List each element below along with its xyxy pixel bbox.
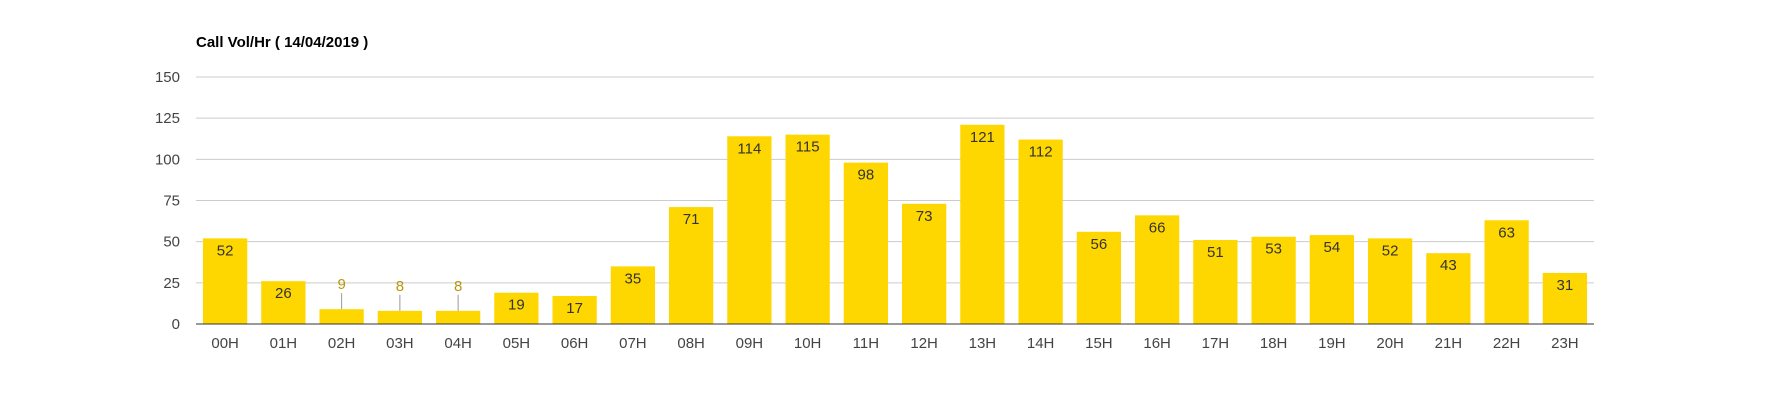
x-tick-label: 03H bbox=[386, 335, 414, 352]
bar[interactable] bbox=[1309, 235, 1355, 324]
data-label: 54 bbox=[1324, 239, 1341, 256]
x-tick-label: 21H bbox=[1435, 335, 1463, 352]
data-label: 51 bbox=[1207, 244, 1224, 261]
x-tick-label: 16H bbox=[1143, 335, 1171, 352]
bar[interactable] bbox=[552, 296, 597, 324]
data-label: 53 bbox=[1265, 241, 1282, 258]
bar[interactable] bbox=[1251, 236, 1296, 324]
bar[interactable] bbox=[668, 207, 714, 324]
bars bbox=[202, 124, 1588, 325]
y-tick-label: 100 bbox=[155, 151, 180, 168]
bar[interactable] bbox=[202, 238, 248, 324]
x-tick-label: 01H bbox=[270, 335, 298, 352]
bar[interactable] bbox=[494, 292, 539, 324]
data-label: 121 bbox=[970, 129, 995, 146]
bar[interactable] bbox=[1134, 215, 1180, 324]
bar[interactable] bbox=[843, 162, 889, 324]
y-tick-label: 125 bbox=[155, 110, 180, 127]
chart-title: Call Vol/Hr ( 14/04/2019 ) bbox=[196, 34, 369, 51]
bar[interactable] bbox=[785, 134, 830, 324]
bar[interactable] bbox=[960, 124, 1005, 325]
data-label: 9 bbox=[337, 276, 345, 293]
data-label: 112 bbox=[1029, 144, 1053, 161]
data-label: 71 bbox=[683, 211, 700, 228]
bar[interactable] bbox=[610, 266, 656, 324]
data-label: 8 bbox=[454, 278, 462, 295]
y-tick-label: 150 bbox=[155, 69, 180, 86]
y-tick-label: 25 bbox=[163, 275, 180, 292]
y-tick-label: 50 bbox=[163, 234, 180, 251]
x-tick-label: 06H bbox=[561, 335, 589, 352]
data-label: 56 bbox=[1091, 236, 1108, 253]
data-label: 114 bbox=[737, 140, 761, 157]
x-tick-label: 09H bbox=[736, 335, 764, 352]
bar[interactable] bbox=[727, 136, 772, 324]
bar[interactable] bbox=[1426, 253, 1471, 324]
bar[interactable] bbox=[1018, 139, 1063, 324]
x-tick-label: 07H bbox=[619, 335, 647, 352]
data-label: 35 bbox=[625, 270, 642, 287]
x-tick-label: 04H bbox=[444, 335, 472, 352]
data-label: 19 bbox=[508, 297, 525, 314]
data-label: 31 bbox=[1557, 277, 1574, 294]
bar[interactable] bbox=[901, 203, 947, 324]
data-label: 115 bbox=[796, 139, 820, 156]
data-label: 52 bbox=[217, 242, 234, 259]
data-label: 17 bbox=[566, 300, 583, 317]
bar[interactable] bbox=[319, 309, 364, 324]
data-label: 26 bbox=[275, 285, 292, 302]
bar[interactable] bbox=[261, 281, 306, 324]
y-tick-label: 75 bbox=[163, 193, 180, 210]
data-label: 43 bbox=[1440, 257, 1457, 274]
x-tick-label: 18H bbox=[1260, 335, 1288, 352]
data-label: 63 bbox=[1498, 224, 1515, 241]
x-tick-label: 19H bbox=[1318, 335, 1346, 352]
x-tick-label: 22H bbox=[1493, 335, 1521, 352]
x-tick-label: 12H bbox=[910, 335, 938, 352]
bar[interactable] bbox=[1076, 231, 1122, 324]
x-tick-label: 23H bbox=[1551, 335, 1579, 352]
data-label: 66 bbox=[1149, 219, 1166, 236]
bar[interactable] bbox=[1542, 272, 1588, 324]
x-tick-label: 14H bbox=[1027, 335, 1055, 352]
x-tick-label: 11H bbox=[853, 335, 879, 352]
x-axis-ticks: 00H 01H 02H 03H 04H 05H 06H 07H 08H 09H 10H 11H 12H 1… bbox=[211, 335, 1578, 352]
grid-lines bbox=[196, 76, 1594, 284]
bar[interactable] bbox=[1367, 238, 1413, 324]
y-tick-label: 0 bbox=[172, 316, 180, 333]
x-tick-label: 00H bbox=[211, 335, 239, 352]
x-tick-label: 20H bbox=[1376, 335, 1404, 352]
x-tick-label: 02H bbox=[328, 335, 356, 352]
x-tick-label: 13H bbox=[969, 335, 997, 352]
data-label: 73 bbox=[916, 208, 933, 225]
data-label: 8 bbox=[396, 278, 404, 295]
y-axis-ticks: 0 25 50 75 100 125 150 bbox=[155, 69, 180, 333]
data-label: 52 bbox=[1382, 242, 1399, 259]
bar[interactable] bbox=[435, 310, 481, 324]
x-tick-label: 05H bbox=[503, 335, 531, 352]
x-tick-label: 10H bbox=[794, 335, 822, 352]
bar[interactable] bbox=[377, 310, 423, 324]
bar[interactable] bbox=[1484, 220, 1529, 324]
x-tick-label: 17H bbox=[1202, 335, 1230, 352]
data-label: 98 bbox=[858, 167, 875, 184]
x-tick-label: 08H bbox=[677, 335, 705, 352]
bar[interactable] bbox=[1193, 240, 1238, 324]
x-tick-label: 15H bbox=[1085, 335, 1113, 352]
